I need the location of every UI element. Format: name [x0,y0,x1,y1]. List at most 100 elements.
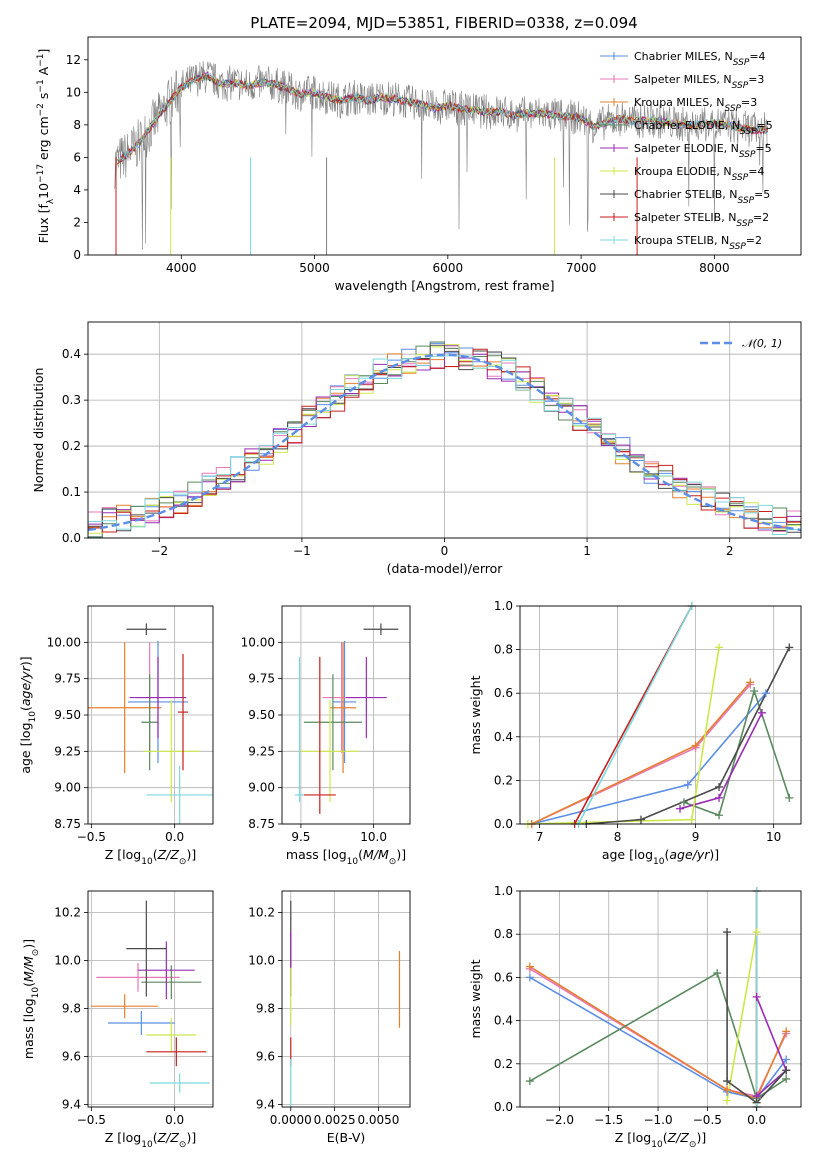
x-axis-label: Z [log10(Z/Z⊙)] [615,1130,706,1150]
y-tick-label: 0.4 [62,347,81,361]
y-axis-label: mass weight [468,675,483,754]
y-tick-label: 9.8 [62,1002,81,1016]
x-tick-label: 7000 [566,261,597,275]
weight-marker [752,992,761,1001]
y-tick-label: 9.50 [248,708,275,722]
y-tick-label: 9.4 [256,1098,275,1112]
legend: Chabrier MILES, NSSP=4 Salpeter MILES, NS… [600,50,773,252]
y-tick-label: 9.25 [54,744,81,758]
x-axis-label: mass [log10(M/M⊙)] [286,847,406,867]
x-axis-label: wavelength [Angstrom, rest frame] [334,278,554,293]
normal-curve [88,353,801,532]
x-tick-label: −1 [293,544,311,558]
weight-marker [752,928,761,937]
axes-frame [519,890,802,1108]
weight-series [529,965,787,1100]
x-tick-label: 8000 [699,261,730,275]
weight-series [726,932,787,1104]
x-tick-label: 0.0025 [314,1113,356,1127]
x-tick-label: 1 [583,544,591,558]
weight-marker [525,1077,534,1086]
y-tick-label: 10.00 [241,635,275,649]
weight-marker [687,815,696,824]
y-tick-label: 9.6 [256,1050,275,1064]
weight-marker [785,643,794,652]
y-tick-label: 6 [73,150,81,164]
x-tick-label: 7 [536,830,544,844]
x-tick-label: 0.0000 [270,1113,312,1127]
data-spectrum [114,60,768,250]
weight-marker [636,815,645,824]
x-tick-label: −2.0 [545,1113,574,1127]
figure-title: PLATE=2094, MJD=53851, FIBERID=0338, z=0… [250,14,637,32]
y-tick-label: 0.2 [62,439,81,453]
plot-area [527,606,791,824]
axes-frame [87,36,802,256]
axes-frame [281,890,411,1108]
y-tick-label: 0.6 [494,686,513,700]
plot-area [295,623,399,814]
chart-age-vs-Z: −0.5 0.0 8.75 9.00 9.25 9.50 9.75 10.00 Z [log10… [18,605,214,867]
legend-label: Salpeter ELODIE, NSSP=5 [634,142,772,160]
weight-marker [723,1096,732,1105]
x-tick-label: 9 [692,830,700,844]
y-tick-label: 0.4 [494,1014,513,1028]
chart-residuals: −2 −1 0 1 2 0.0 0.1 0.2 0.3 0.4 (data-model)/error… [31,321,802,576]
weight-marker [782,1074,791,1083]
weight-series [531,683,751,824]
y-tick-label: 1.0 [494,884,513,898]
x-tick-label: −2 [150,544,168,558]
weight-marker [785,793,794,802]
plot-area [88,623,213,824]
histogram-series [88,348,801,538]
x-axis-label: (data-model)/error [387,561,504,576]
legend-label: Salpeter STELIB, NSSP=2 [634,211,769,229]
x-axis-label: Z [log10(Z/Z⊙)] [105,1130,196,1150]
weight-marker [782,1055,791,1064]
chart-age-vs-mass: 9.5 10.0 8.75 9.00 9.25 9.50 9.75 10.00 mass [lo… [241,605,411,867]
weight-series [527,647,720,824]
x-tick-label: 10.0 [360,830,387,844]
weight-marker [525,973,534,982]
legend-label: Kroupa STELIB, NSSP=2 [634,234,762,252]
y-tick-label: 0.0 [62,531,81,545]
y-axis-label: Normed distribution [31,368,46,493]
chart-mass-weight-vs-age: 7 8 9 10 0.0 0.2 0.4 0.6 0.8 1.0 age [log10(age/yr… [468,599,802,867]
x-tick-label: −1.5 [594,1113,623,1127]
x-tick-label: −0.5 [77,830,106,844]
plot-area [88,341,801,538]
y-tick-label: 9.50 [54,708,81,722]
weight-series [529,971,787,1100]
weight-series [577,606,693,824]
x-tick-label: 10 [766,830,781,844]
legend-label: Chabrier ELODIE, NSSP=5 [634,119,773,137]
weight-series [586,647,791,824]
y-tick-label: 9.00 [54,781,81,795]
y-tick-label: 10.00 [47,635,81,649]
y-tick-label: 0 [73,248,81,262]
y-tick-label: 0.0 [494,817,513,831]
x-tick-label: 0.0 [747,1113,766,1127]
y-tick-label: 10 [66,85,81,99]
y-tick-label: 0.8 [494,643,513,657]
legend-label: Chabrier MILES, NSSP=4 [634,50,766,68]
y-tick-label: 10.0 [54,954,81,968]
y-axis-label: Flux [fλ10−17 erg cm−2 s−1 A−1] [36,49,56,244]
x-tick-label: 0 [441,544,449,558]
x-tick-label: 0.0 [165,1113,184,1127]
x-tick-label: 9.5 [291,830,310,844]
y-tick-label: 9.6 [62,1050,81,1064]
weight-marker [782,1066,791,1075]
weight-marker [715,811,724,820]
weight-series [529,976,787,1100]
y-tick-label: 12 [66,53,81,67]
legend-label: 𝒩(0, 1) [742,337,782,350]
y-axis-label: mass weight [468,959,483,1038]
axes-frame [87,890,214,1108]
plot-area [91,900,210,1093]
y-tick-label: 8.75 [54,817,81,831]
legend-label: Kroupa ELODIE, NSSP=4 [634,165,764,183]
y-tick-label: 0.3 [62,393,81,407]
